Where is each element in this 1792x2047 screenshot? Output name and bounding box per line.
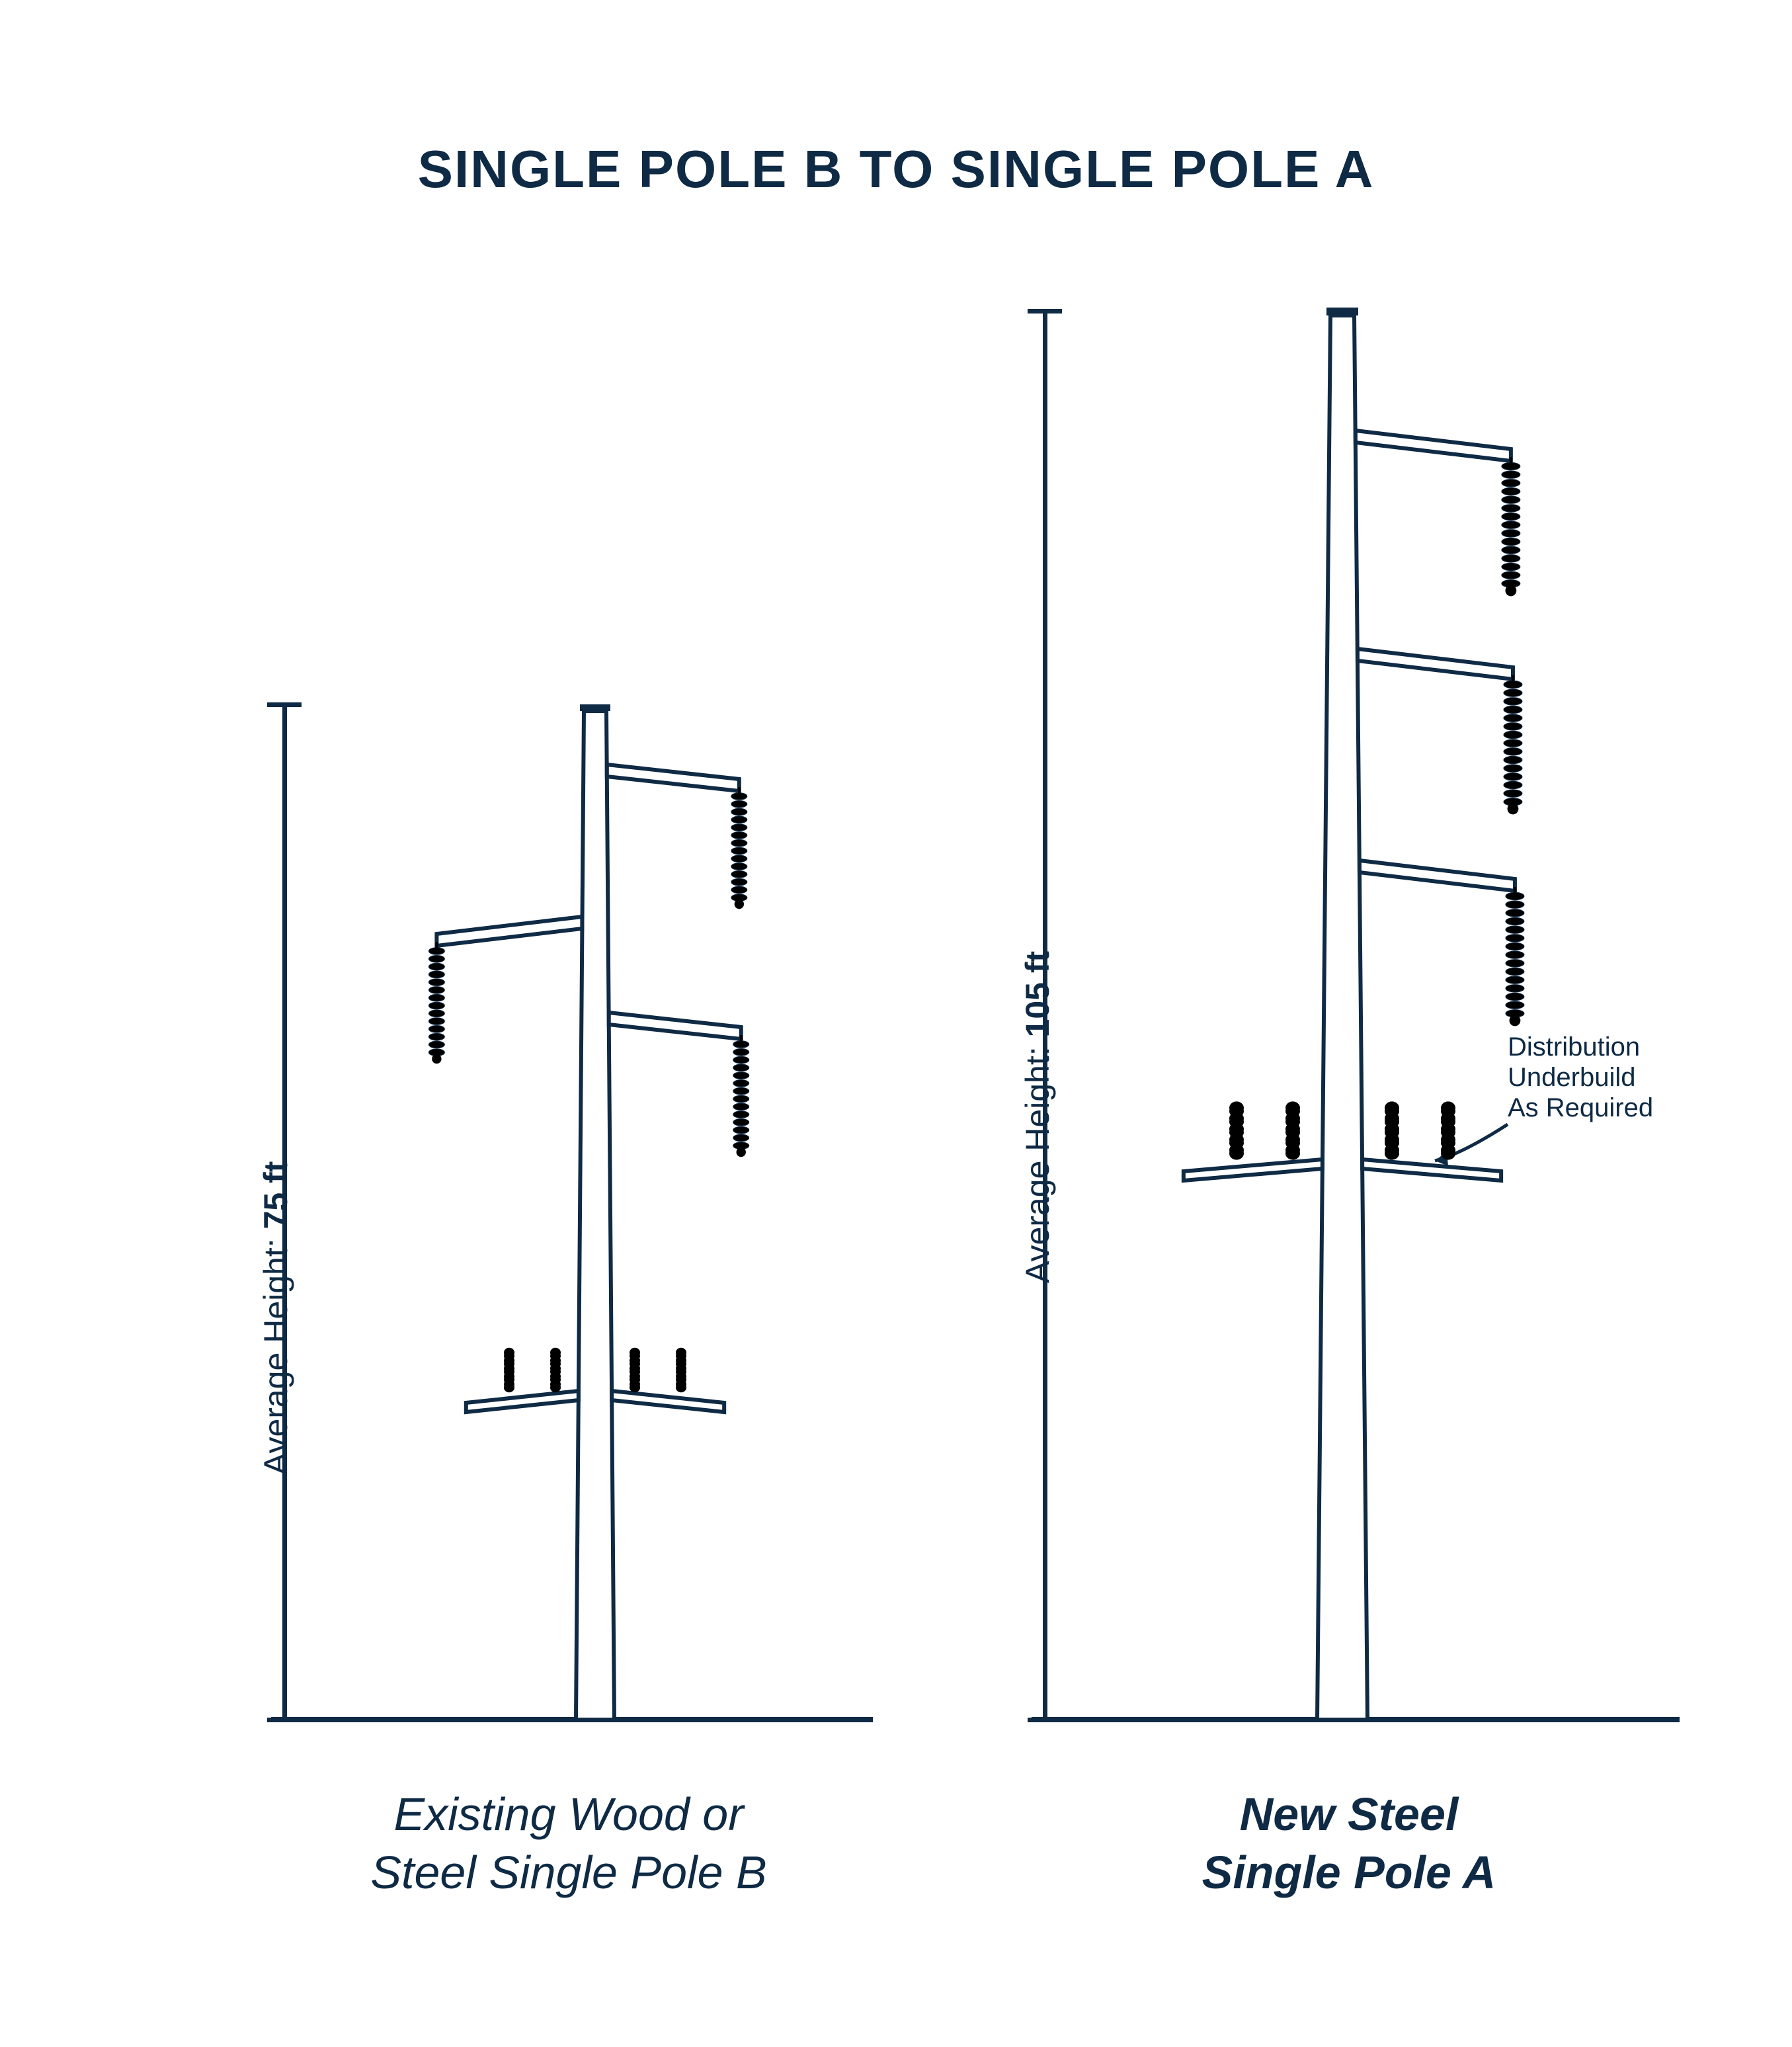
pole-b-height-cap-top [267, 702, 302, 707]
pole-a-height-cap-top [1028, 309, 1062, 313]
caption-line2: Single Pole A [1202, 1847, 1496, 1898]
height-label-prefix: Average Height: [257, 1229, 294, 1475]
caption-line1: New Steel [1240, 1788, 1459, 1840]
annotation-line: As Required [1508, 1093, 1653, 1122]
pole-a-caption: New Steel Single Pole A [1032, 1786, 1666, 1901]
pole-b-height-cap-bottom [267, 1718, 302, 1722]
pole-b-drawing [384, 701, 813, 1723]
pole-b-height-label: Average Height: 75 ft [257, 1161, 295, 1475]
caption-line1: Existing Wood or [393, 1788, 743, 1840]
height-label-prefix: Average Height: [1019, 1037, 1056, 1283]
pole-a-drawing [1124, 304, 1587, 1723]
pole-a-annotation: DistributionUnderbuildAs Required [1508, 1032, 1653, 1123]
pole-a-height-cap-bottom [1028, 1718, 1062, 1722]
height-label-value: 75 ft [257, 1161, 294, 1230]
height-label-value: 105 ft [1019, 951, 1056, 1038]
diagram-page: SINGLE POLE B TO SINGLE POLE A Average H… [0, 0, 1792, 2047]
page-title: SINGLE POLE B TO SINGLE POLE A [0, 139, 1792, 200]
pole-a-height-label: Average Height: 105 ft [1018, 951, 1057, 1283]
pole-b-caption: Existing Wood or Steel Single Pole B [251, 1786, 886, 1901]
caption-line2: Steel Single Pole B [370, 1847, 766, 1898]
annotation-line: Underbuild [1508, 1063, 1635, 1092]
annotation-line: Distribution [1508, 1032, 1640, 1062]
